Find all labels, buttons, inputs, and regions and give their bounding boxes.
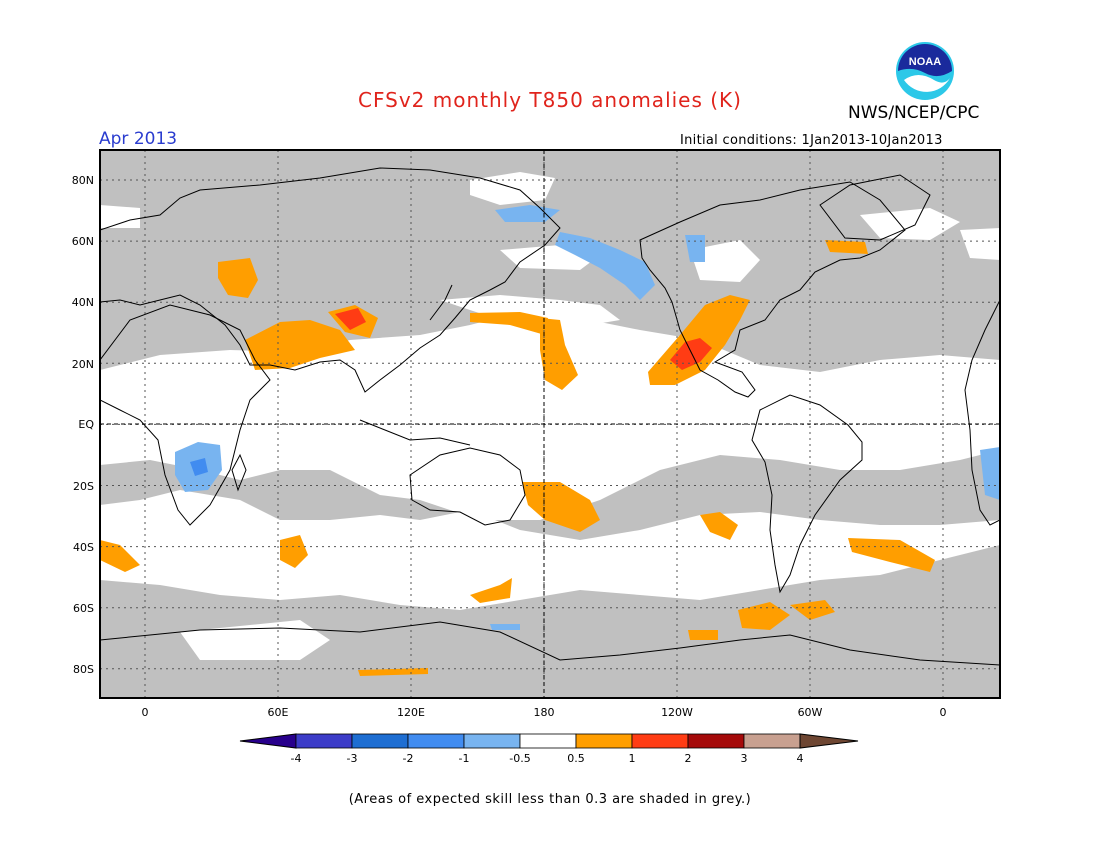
lon-label: 120W bbox=[661, 706, 693, 719]
colorbar-label: 2 bbox=[685, 752, 692, 765]
positive-anomaly-regions bbox=[100, 240, 935, 676]
colorbar-label: 0.5 bbox=[567, 752, 585, 765]
lat-label: EQ bbox=[78, 418, 94, 431]
colorbar-label: -1 bbox=[459, 752, 470, 765]
colorbar-swatch bbox=[519, 733, 577, 749]
colorbar-swatch bbox=[631, 733, 689, 749]
lon-label: 0 bbox=[142, 706, 149, 719]
lat-label: 20N bbox=[72, 358, 94, 371]
map-title: CFSv2 monthly T850 anomalies (K) bbox=[358, 88, 742, 112]
coastlines bbox=[100, 167, 1000, 666]
colorbar-swatch bbox=[743, 733, 801, 749]
lat-label: 60N bbox=[72, 235, 94, 248]
colorbar-swatch bbox=[295, 733, 353, 749]
colorbar-swatch bbox=[575, 733, 633, 749]
lon-label: 60E bbox=[268, 706, 289, 719]
colorbar-label: 1 bbox=[629, 752, 636, 765]
lon-label: 120E bbox=[397, 706, 425, 719]
lon-label: 180 bbox=[534, 706, 555, 719]
colorbar-swatch bbox=[463, 733, 521, 749]
skill-footnote: (Areas of expected skill less than 0.3 a… bbox=[348, 792, 752, 807]
lat-label: 40S bbox=[73, 541, 94, 554]
lon-label: 0 bbox=[940, 706, 947, 719]
noaa-logo: NOAA bbox=[895, 41, 955, 101]
initial-conditions: Initial conditions: 1Jan2013-10Jan2013 bbox=[680, 133, 943, 148]
colorbar-swatch bbox=[351, 733, 409, 749]
colorbar-swatch bbox=[687, 733, 745, 749]
colorbar-swatch bbox=[407, 733, 465, 749]
lat-label: 80N bbox=[72, 174, 94, 187]
colorbar-label: 4 bbox=[797, 752, 804, 765]
lat-label: 40N bbox=[72, 296, 94, 309]
colorbar: -4 -3 -2 -1 -0.5 0.5 1 2 3 4 bbox=[239, 733, 859, 765]
colorbar-label: 3 bbox=[741, 752, 748, 765]
valid-month: Apr 2013 bbox=[99, 129, 178, 149]
colorbar-low-arrow bbox=[239, 733, 297, 749]
agency-label: NWS/NCEP/CPC bbox=[848, 103, 980, 123]
colorbar-label: -0.5 bbox=[509, 752, 530, 765]
lat-label: 60S bbox=[73, 602, 94, 615]
colorbar-label: -2 bbox=[403, 752, 414, 765]
colorbar-high-arrow bbox=[799, 733, 859, 749]
lat-label: 20S bbox=[73, 480, 94, 493]
near-normal-regions bbox=[100, 172, 1000, 660]
longitude-labels: 0 60E 120E 180 120W 60W 0 bbox=[142, 706, 947, 719]
lat-label: 80S bbox=[73, 663, 94, 676]
colorbar-label: -4 bbox=[291, 752, 302, 765]
lon-label: 60W bbox=[798, 706, 823, 719]
colorbar-label: -3 bbox=[347, 752, 358, 765]
svg-text:NOAA: NOAA bbox=[909, 56, 941, 68]
latitude-labels: 80N 60N 40N 20N EQ 20S 40S 60S 80S bbox=[72, 174, 95, 676]
